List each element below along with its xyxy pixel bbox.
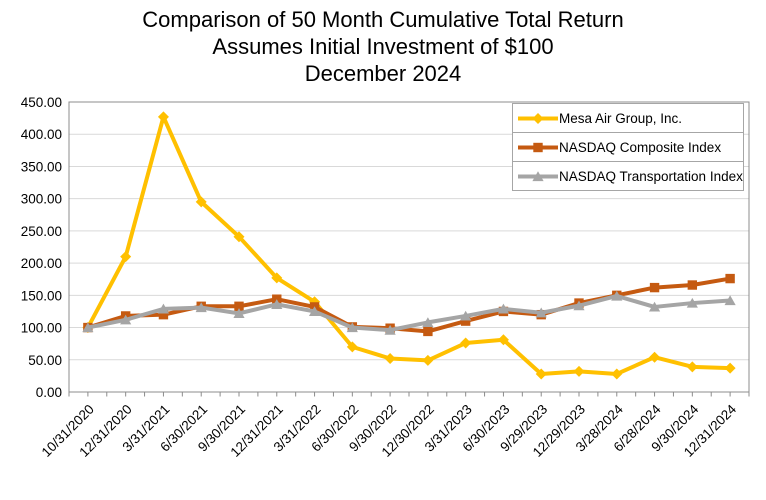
transportation-line-swatch-icon (518, 170, 558, 181)
legend-label-composite: NASDAQ Composite Index (559, 139, 722, 155)
chart-title-line-2: Assumes Initial Investment of $100 (212, 34, 554, 59)
chart-title-line-3: December 2024 (304, 61, 462, 86)
svg-text:100.00: 100.00 (21, 321, 62, 336)
legend-item-nasdaq-transportation: NASDAQ Transportation Index (513, 162, 743, 190)
svg-text:200.00: 200.00 (21, 256, 62, 271)
svg-text:300.00: 300.00 (21, 192, 62, 207)
svg-text:150.00: 150.00 (21, 288, 62, 303)
legend-item-nasdaq-composite: NASDAQ Composite Index (513, 133, 743, 162)
chart-title: Comparison of 50 Month Cumulative Total … (0, 6, 766, 87)
svg-text:50.00: 50.00 (28, 353, 62, 368)
svg-text:400.00: 400.00 (21, 127, 62, 142)
legend-item-mesa-air-group: Mesa Air Group, Inc. (513, 104, 743, 133)
legend-label-transportation: NASDAQ Transportation Index (559, 168, 743, 184)
legend-label-mesa: Mesa Air Group, Inc. (559, 110, 683, 126)
chart-title-line-1: Comparison of 50 Month Cumulative Total … (142, 7, 624, 32)
svg-text:450.00: 450.00 (21, 95, 62, 110)
mesa-line-swatch-icon (518, 112, 558, 124)
chart-legend: Mesa Air Group, Inc. NASDAQ Composite In… (512, 103, 744, 191)
svg-text:250.00: 250.00 (21, 224, 62, 239)
svg-text:0.00: 0.00 (36, 385, 62, 400)
svg-text:350.00: 350.00 (21, 159, 62, 174)
composite-line-swatch-icon (518, 142, 558, 152)
